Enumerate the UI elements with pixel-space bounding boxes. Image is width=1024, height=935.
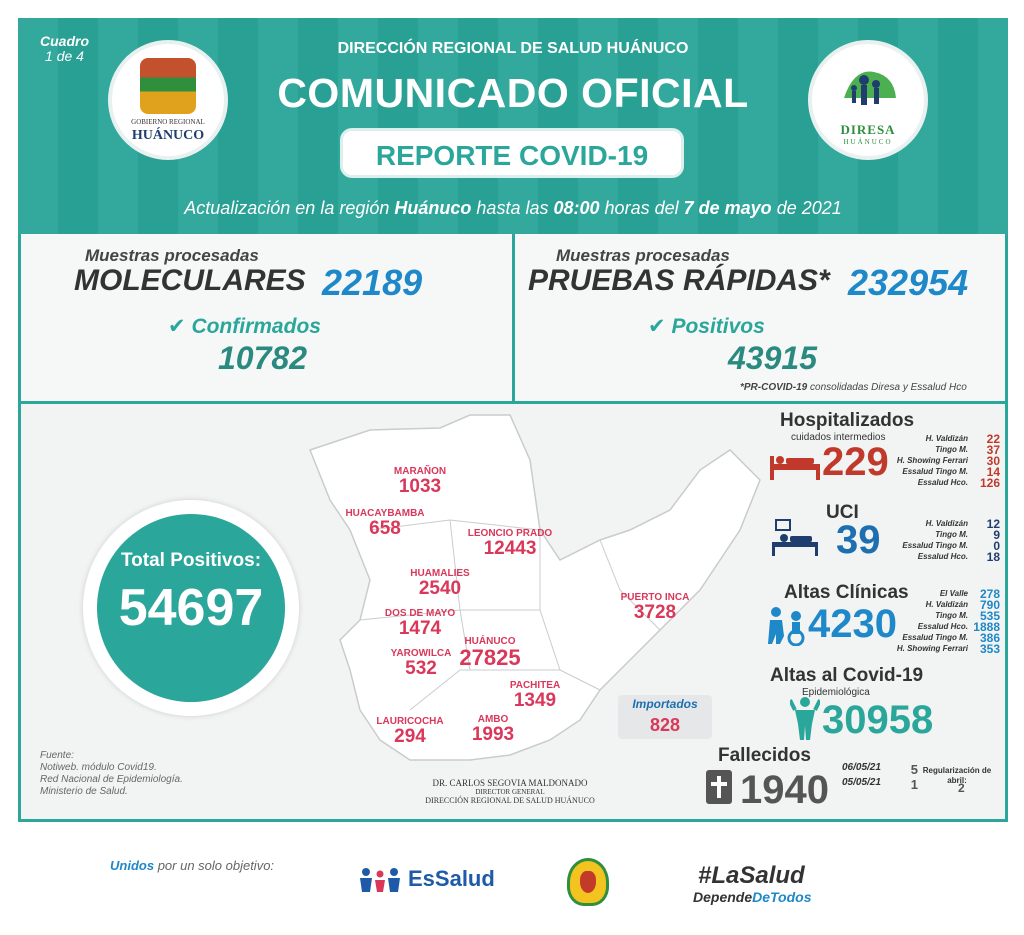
- header-subtitle: DIRECCIÓN REGIONAL DE SALUD HUÁNUCO: [337, 40, 689, 57]
- molecular-caption: Muestras procesadas: [85, 246, 259, 265]
- province-map: [309, 414, 761, 761]
- altas-clinicas-value: 4230: [808, 602, 897, 646]
- logo-left-line2: HUÁNUCO: [131, 128, 205, 143]
- list-item: Essalud Tingo M. 14: [902, 464, 1000, 479]
- regularization-label: Regularización de abril:: [922, 766, 992, 785]
- rapid-label: PRUEBAS RÁPIDAS*: [528, 264, 830, 297]
- recovered-person-icon: [790, 697, 820, 740]
- altas-clinicas-title: Altas Clínicas: [784, 582, 909, 603]
- uci-list: H. Valdizán 12 Tingo M. 9 Essalud Tingo M.…: [880, 516, 1000, 564]
- logo-right-line1: DIRESA: [840, 122, 896, 137]
- update-line: Actualización en la región Huánuco hasta…: [184, 198, 842, 218]
- cross-icon: [706, 770, 732, 804]
- list-item: El Valle 278: [939, 586, 1000, 601]
- molecular-label: MOLECULARES: [74, 264, 306, 297]
- hospitalized-title: Hospitalizados: [780, 410, 915, 431]
- molecular-value: 22189: [322, 262, 423, 303]
- hospital-bed-icon: [770, 456, 820, 480]
- uci-value: 39: [836, 518, 881, 562]
- list-item: 06/05/21 5: [842, 762, 918, 777]
- list-item: H. Showing Ferrari 30: [896, 453, 1000, 468]
- province-yarowilca: YAROWILCA 532: [390, 648, 452, 679]
- altas-covid-title: Altas al Covid-19: [770, 665, 924, 686]
- imported-box: [618, 695, 712, 739]
- deaths-value: 1940: [740, 768, 829, 812]
- province-pachitea: PACHITEA 1349: [509, 680, 561, 711]
- list-item: H. Valdizán 22: [925, 431, 1000, 446]
- diresa-family-icon: [844, 71, 896, 105]
- province-lauricocha: LAURICOCHA 294: [376, 716, 444, 747]
- uci-title: UCI: [826, 502, 859, 523]
- discharge-people-icon: [768, 607, 805, 646]
- list-item: Essalud Hco. 126: [917, 475, 1000, 490]
- logo-left-line1: GOBIERNO REGIONAL: [131, 118, 205, 126]
- province-ambo: AMBO 1993: [471, 714, 515, 745]
- positive-label: ✔ Positivos: [648, 315, 765, 338]
- hospitalized-subtitle: cuidados intermedios: [791, 432, 886, 443]
- unidos-tagline: Unidos por un solo objetivo:: [110, 858, 275, 873]
- logo-right-line2: HUÁNUCO: [843, 138, 893, 146]
- province-huacaybamba: HUACAYBAMBA 658: [345, 508, 425, 539]
- list-item: Tingo M. 535: [935, 608, 1000, 623]
- gobierno-regional-logo: GOBIERNO REGIONAL HUÁNUCO: [108, 40, 228, 160]
- diresa-logo: DIRESA HUÁNUCO: [808, 40, 928, 160]
- imported-label: Importados: [632, 697, 698, 711]
- province-puerto-inca: PUERTO INCA 3728: [620, 592, 690, 623]
- cuadro-label: Cuadro 1 de 4: [40, 33, 89, 64]
- hospitalized-value: 229: [822, 440, 889, 484]
- gobierno-regional-emblem-icon: [140, 58, 196, 114]
- list-item: Essalud Tingo M. 386: [902, 630, 1000, 645]
- deaths-title: Fallecidos: [718, 745, 811, 766]
- hashtag-lasalud: #LaSalud: [698, 862, 805, 889]
- rapid-caption: Muestras procesadas: [556, 246, 730, 265]
- signature-block: DR. CARLOS SEGOVIA MALDONADO DIRECTOR GE…: [425, 778, 595, 805]
- altas-covid-value: 30958: [822, 698, 934, 742]
- confirmed-value: 10782: [218, 340, 307, 376]
- source-notes: Fuente: Notiweb. módulo Covid19. Red Nac…: [40, 750, 183, 797]
- essalud-family-icon: [360, 868, 400, 892]
- rapid-note: *PR-COVID-19 consolidadas Diresa y Essal…: [740, 382, 967, 393]
- footer: [0, 836, 1024, 935]
- hospitalized-list: H. Valdizán 22 Tingo M. 37 H. Showing Ferr…: [880, 431, 1000, 490]
- province-huamalies: HUAMALIES 2540: [410, 568, 470, 599]
- header-title: COMUNICADO OFICIAL: [277, 70, 749, 116]
- confirmed-label: ✔ Confirmados: [168, 315, 321, 338]
- list-item: H. Showing Ferrari 353: [896, 641, 1000, 656]
- list-item: Essalud Hco. 18: [917, 549, 1000, 564]
- total-circle: [97, 514, 285, 702]
- regularization-value: 2: [958, 781, 965, 795]
- province-leoncio-prado: LEONCIO PRADO 12443: [467, 528, 553, 559]
- depende-de-todos: DependeDeTodos: [693, 889, 812, 905]
- rapid-box: [512, 234, 1008, 404]
- list-item: H. Valdizán 790: [925, 597, 1000, 612]
- altas-clinicas-list: El Valle 278 H. Valdizán 790 Tingo M. 535 E…: [880, 586, 1000, 656]
- list-item: H. Valdizán 12: [925, 516, 1000, 531]
- check-icon: ✔: [648, 315, 672, 338]
- province-borders: [359, 519, 661, 711]
- list-item: Essalud Hco. 1888: [917, 619, 1000, 634]
- essalud-logo-text: EsSalud: [408, 866, 495, 891]
- deaths-list: 06/05/21 5 05/05/21 1: [842, 762, 918, 792]
- list-item: 05/05/21 1: [842, 777, 918, 792]
- altas-covid-subtitle: Epidemiológica: [802, 687, 870, 698]
- province-maranon: MARAÑON 1033: [393, 466, 447, 497]
- list-item: Tingo M. 9: [935, 527, 1000, 542]
- header-banner: Cuadro 1 de 4 GOBIERNO REGIONAL HUÁNUCO …: [18, 18, 1008, 234]
- total-label: Total Positivos:: [120, 550, 262, 571]
- positive-value: 43915: [728, 340, 817, 376]
- total-value: 54697: [118, 579, 264, 637]
- province-huanuco: HUÁNUCO 27825: [459, 636, 521, 670]
- list-item: Essalud Tingo M. 0: [902, 538, 1000, 553]
- list-item: Tingo M. 37: [935, 442, 1000, 457]
- province-dos-de-mayo: DOS DE MAYO 1474: [384, 608, 456, 639]
- report-badge: REPORTE COVID-19: [340, 128, 684, 178]
- peru-shield-icon: [567, 858, 609, 906]
- rapid-value: 232954: [848, 262, 969, 303]
- imported-value: 828: [649, 715, 681, 735]
- check-icon: ✔: [168, 315, 192, 338]
- icu-patient-icon: [772, 519, 818, 556]
